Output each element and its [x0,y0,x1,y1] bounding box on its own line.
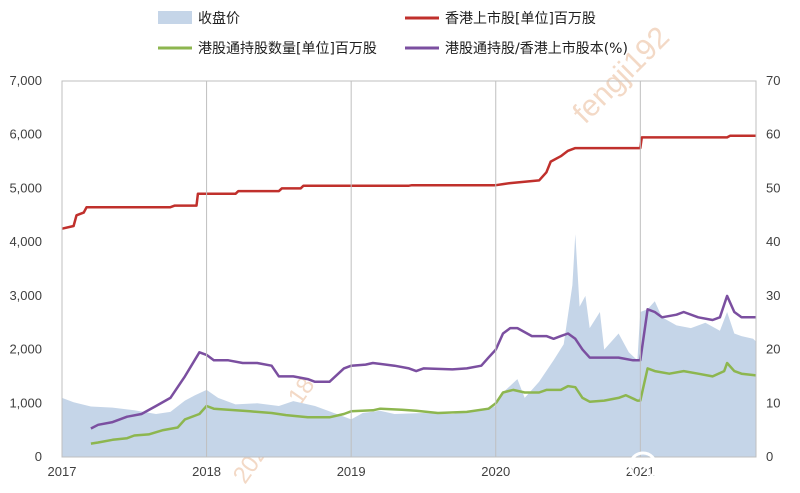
y-left-tick-label: 7,000 [9,73,42,88]
x-tick-label: 2018 [192,464,221,479]
snowball-logo-icon [628,451,658,481]
y-left-tick-label: 1,000 [9,395,42,410]
x-tick-label: 2017 [48,464,77,479]
y-right-tick-label: 70 [766,73,780,88]
y-right-tick-label: 20 [766,342,780,357]
plot-frame [61,80,757,458]
credit: 雪球：董翔 [628,451,749,481]
watermark-text: fengji192 [567,21,676,130]
y-left-tick-label: 3,000 [9,288,42,303]
y-left-tick-label: 4,000 [9,234,42,249]
y-left-tick-label: 6,000 [9,127,42,142]
series-line-hk-listed-shares [61,134,756,230]
credit-text: 雪球：董翔 [664,458,749,478]
y-right-tick-label: 50 [766,180,780,195]
x-tick-label: 2020 [481,464,510,479]
series-area-close-price [62,234,756,457]
y-right-tick-label: 0 [766,449,773,464]
y-left-tick-label: 2,000 [9,342,42,357]
y-right-tick-label: 10 [766,395,780,410]
y-right-tick-label: 60 [766,127,780,142]
y-left-tick-label: 5,000 [9,180,42,195]
series-line-connect-ratio [90,294,756,430]
axes: 2017 2018 2019 2020 202101,0002,0003,0004,00… [9,73,780,479]
y-right-tick-label: 30 [766,288,780,303]
legend-label: 港股通持股/香港上市股本(%) [445,40,628,57]
y-left-tick-label: 0 [35,449,42,464]
series-line-connect-holdings [90,361,757,445]
legend-label: 收盘价 [198,10,240,27]
legend-label: 香港上市股[单位]百万股 [445,10,596,27]
legend-label: 港股通持股数量[单位]百万股 [198,41,377,57]
legend-swatch-area [158,11,192,24]
x-tick-label: 2019 [337,464,366,479]
plot-area [61,134,757,457]
y-right-tick-label: 40 [766,234,780,249]
